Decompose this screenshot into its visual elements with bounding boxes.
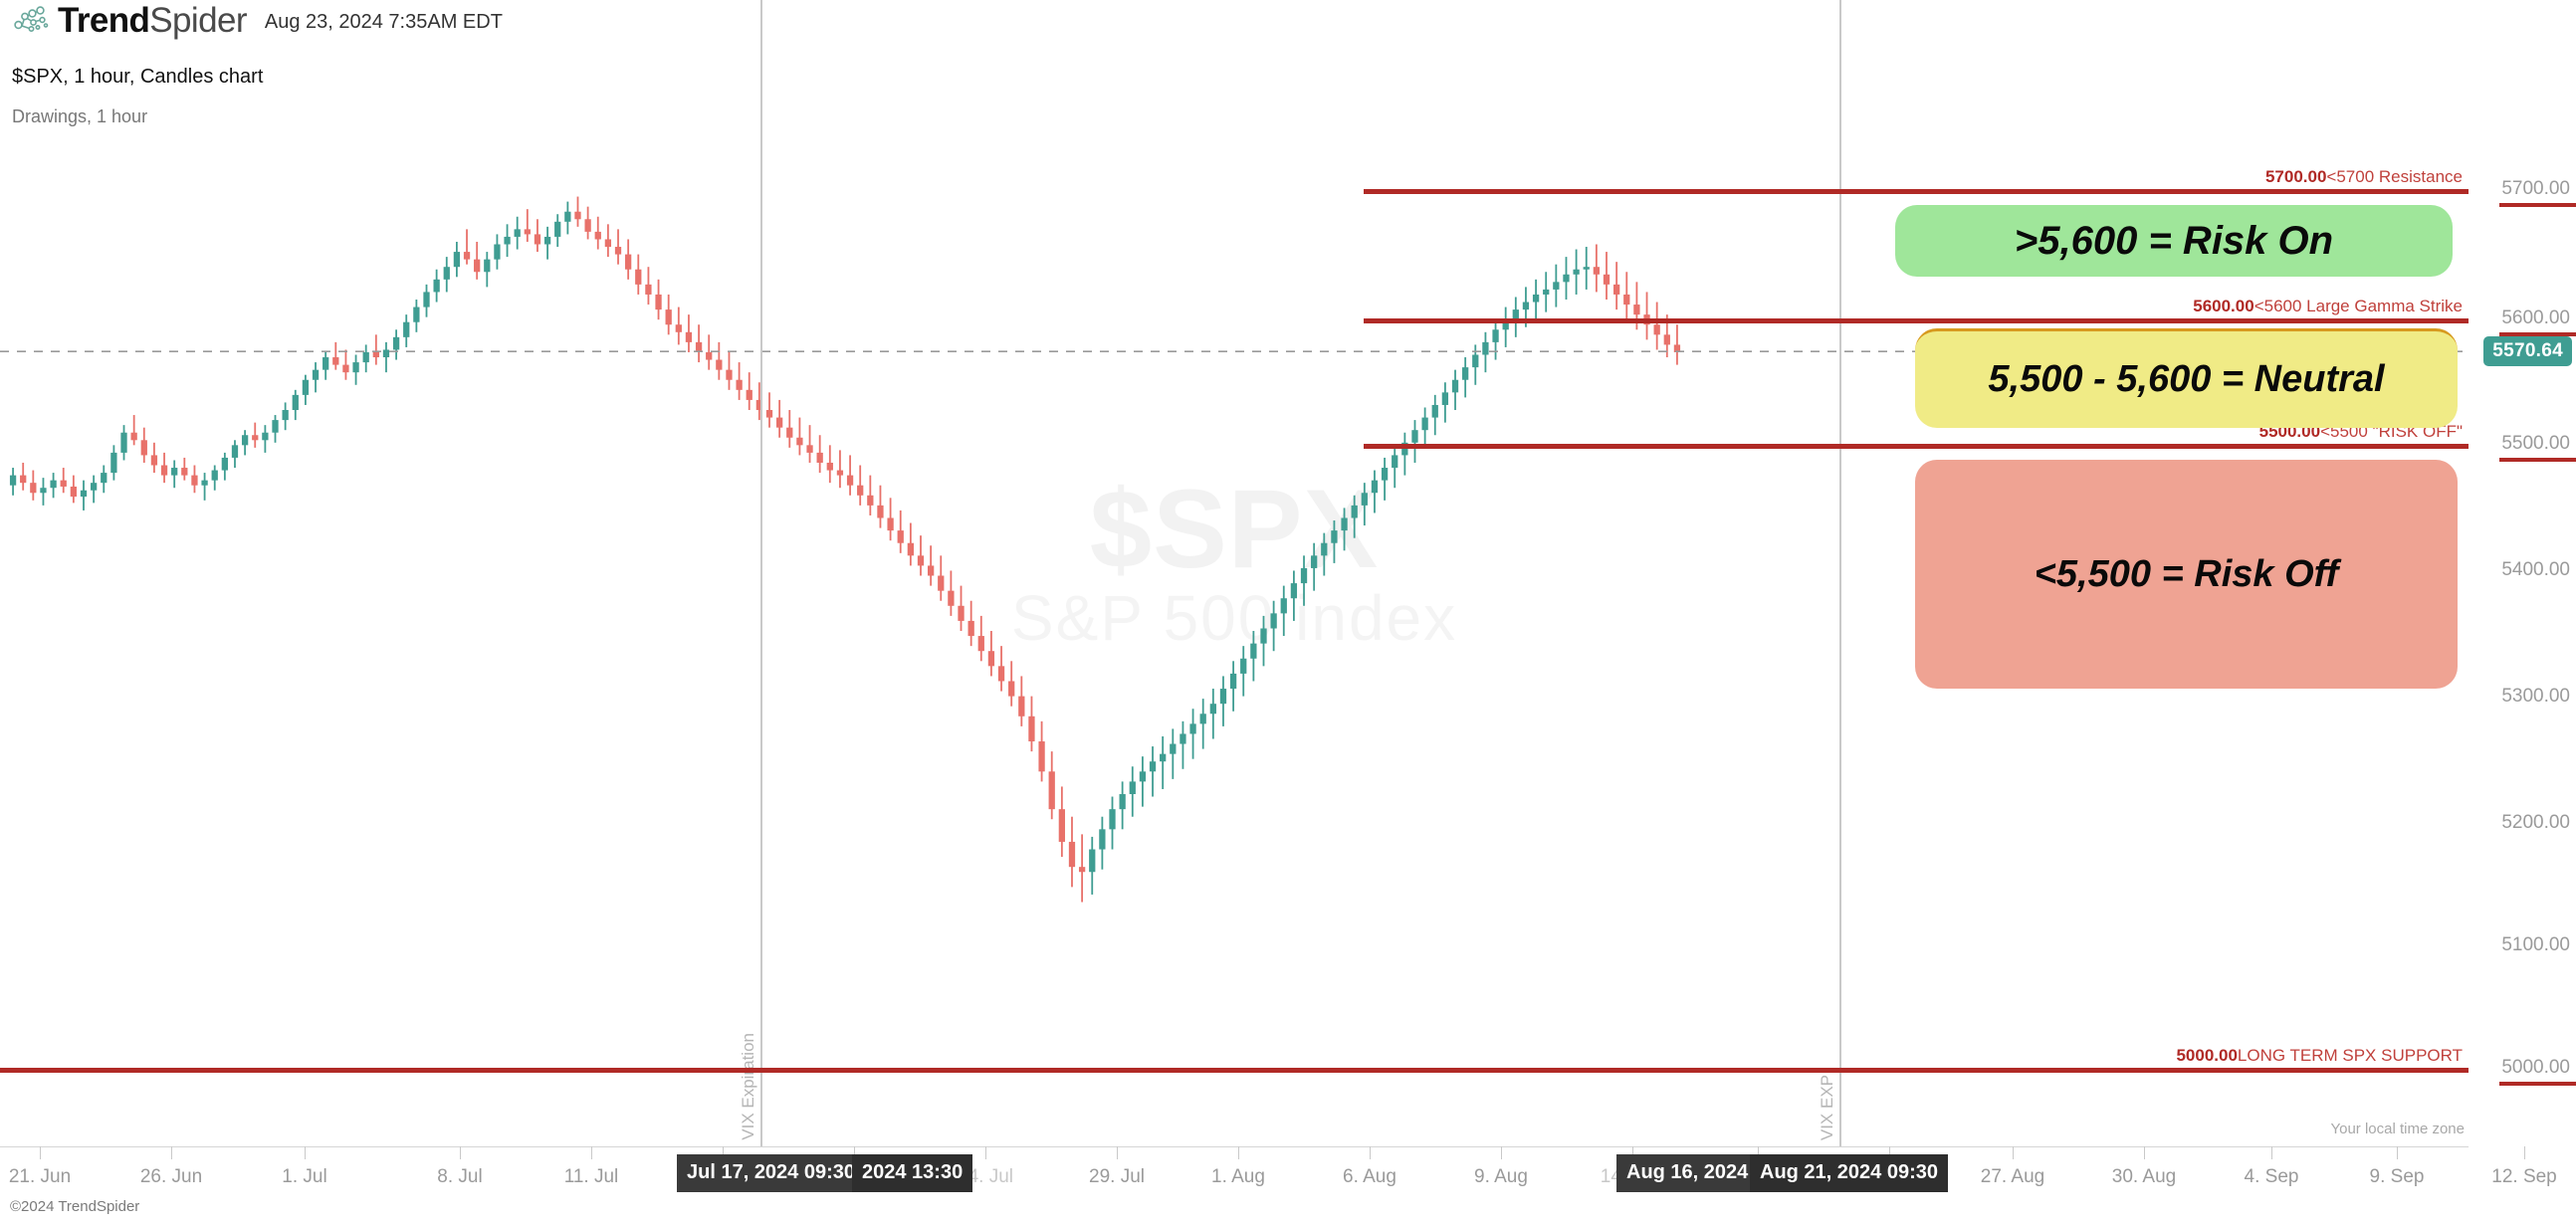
vertical-event-line [1839, 0, 1841, 1146]
level-price: 5600.00 [2193, 297, 2254, 315]
time-axis-tick: 1. Jul [282, 1166, 327, 1187]
price-axis-tick: 5500.00 [2499, 433, 2576, 462]
vertical-event-label: VIX EXP [1818, 1074, 1836, 1140]
brand-bold: Trend [58, 1, 150, 40]
node-graph-icon [14, 6, 49, 32]
vertical-event-label: VIX Expiration [739, 1033, 757, 1140]
time-axis-tick-mark [2397, 1146, 2398, 1159]
time-axis-tick-mark [1117, 1146, 1118, 1159]
time-axis-tick-mark [40, 1146, 41, 1159]
annotation-label: 5,500 - 5,600 = Neutral [1988, 358, 2385, 400]
level-price: 5000.00 [2176, 1046, 2238, 1065]
annotation-risk-off[interactable]: <5,500 = Risk Off [1915, 460, 2458, 689]
annotation-neutral[interactable]: 5,500 - 5,600 = Neutral [1915, 328, 2458, 428]
time-axis-tick: 9. Aug [1474, 1166, 1528, 1187]
time-axis-tick-mark [2013, 1146, 2014, 1159]
annotation-label: <5,500 = Risk Off [2034, 552, 2339, 595]
annotation-label: >5,600 = Risk On [2014, 218, 2334, 263]
level-line[interactable] [0, 1068, 2469, 1073]
time-axis-tick-mark [171, 1146, 172, 1159]
time-axis-tick: 9. Sep [2369, 1166, 2425, 1187]
level-price: 5700.00 [2264, 167, 2327, 186]
time-axis-tick-mark [2524, 1146, 2525, 1159]
crosshair-time-tooltip: Jul 17, 2024 09:30 [677, 1154, 866, 1192]
crosshair-time-tooltip: Aug 16, 2024 [1616, 1154, 1759, 1192]
drawings-label: Drawings, 1 hour [12, 106, 148, 126]
level-description: <5600 Large Gamma Strike [2254, 297, 2463, 315]
time-axis-line [0, 1146, 2469, 1147]
brand-name: TrendSpider [58, 1, 247, 40]
time-axis-tick-mark [1758, 1146, 1759, 1159]
chart-header: TrendSpider Aug 23, 2024 7:35AM EDT $SPX… [0, 0, 2576, 144]
chart-symbol-subtitle: $SPX, 1 hour, Candles chart [12, 66, 264, 88]
vertical-event-line [760, 0, 762, 1146]
crosshair-time-tooltip: Aug 21, 2024 09:30 [1750, 1154, 1948, 1192]
level-description: LONG TERM SPX SUPPORT [2237, 1046, 2463, 1065]
level-label: 5600.00<5600 Large Gamma Strike [2193, 297, 2463, 316]
time-axis-tick-mark [985, 1146, 986, 1159]
price-axis-tick: 5300.00 [2501, 686, 2570, 707]
level-line[interactable] [1364, 444, 2469, 449]
time-axis-tick-mark [723, 1146, 724, 1159]
time-axis-tick: 29. Jul [1089, 1166, 1145, 1187]
level-line[interactable] [1364, 318, 2469, 323]
time-axis-tick: 1. Aug [1211, 1166, 1265, 1187]
price-axis-tick: 5100.00 [2501, 934, 2570, 955]
time-axis-tick-mark [1370, 1146, 1371, 1159]
time-axis-tick-mark [1238, 1146, 1239, 1159]
copyright-notice: ©2024 TrendSpider [10, 1198, 140, 1215]
time-axis-tick-mark [2144, 1146, 2145, 1159]
header-datetime: Aug 23, 2024 7:35AM EDT [264, 11, 503, 33]
level-line[interactable] [1364, 189, 2469, 194]
price-axis-tick: 5200.00 [2501, 812, 2570, 833]
time-axis-tick: 4. Sep [2244, 1166, 2299, 1187]
time-axis-tick-mark [854, 1146, 855, 1159]
price-axis-tick: 5700.00 [2499, 178, 2576, 207]
crosshair-time-tooltip: 2024 13:30 [852, 1154, 973, 1192]
price-axis-tick: 5000.00 [2499, 1057, 2576, 1086]
price-axis-tick: 5600.00 [2499, 307, 2576, 336]
time-axis-tick: 26. Jun [139, 1166, 203, 1187]
time-axis-tick-mark [460, 1146, 461, 1159]
timezone-note: Your local time zone [2330, 1121, 2465, 1137]
annotation-risk-on[interactable]: >5,600 = Risk On [1895, 205, 2453, 277]
time-axis-tick-mark [1632, 1146, 1633, 1159]
time-axis-tick-mark [591, 1146, 592, 1159]
time-axis-tick: 8. Jul [437, 1166, 483, 1187]
time-axis-tick-mark [1501, 1146, 1502, 1159]
time-axis-tick: 11. Jul [563, 1166, 619, 1187]
current-price-badge[interactable]: 5570.64 [2483, 336, 2572, 367]
time-axis-tick: 30. Aug [2111, 1166, 2177, 1187]
price-axis[interactable]: 5700.00 5600.00 5500.00 5400.00 5300.00 5200.… [2469, 0, 2576, 1154]
time-axis-tick-mark [305, 1146, 306, 1159]
time-axis-tick: 12. Sep [2491, 1166, 2557, 1187]
time-axis-tick: 27. Aug [1980, 1166, 2045, 1187]
brand-row: TrendSpider Aug 23, 2024 7:35AM EDT [12, 1, 503, 40]
level-label: 5000.00LONG TERM SPX SUPPORT [2176, 1046, 2463, 1066]
level-description: <5700 Resistance [2326, 167, 2463, 186]
time-axis-tick-mark [1889, 1146, 1890, 1159]
time-axis-tick-mark [2271, 1146, 2272, 1159]
time-axis-tick: 21. Jun [8, 1166, 72, 1187]
brand-light: Spider [149, 1, 247, 40]
level-label: 5700.00<5700 Resistance [2265, 167, 2463, 187]
time-axis-tick: 6. Aug [1343, 1166, 1396, 1187]
price-axis-tick: 5400.00 [2501, 559, 2570, 580]
